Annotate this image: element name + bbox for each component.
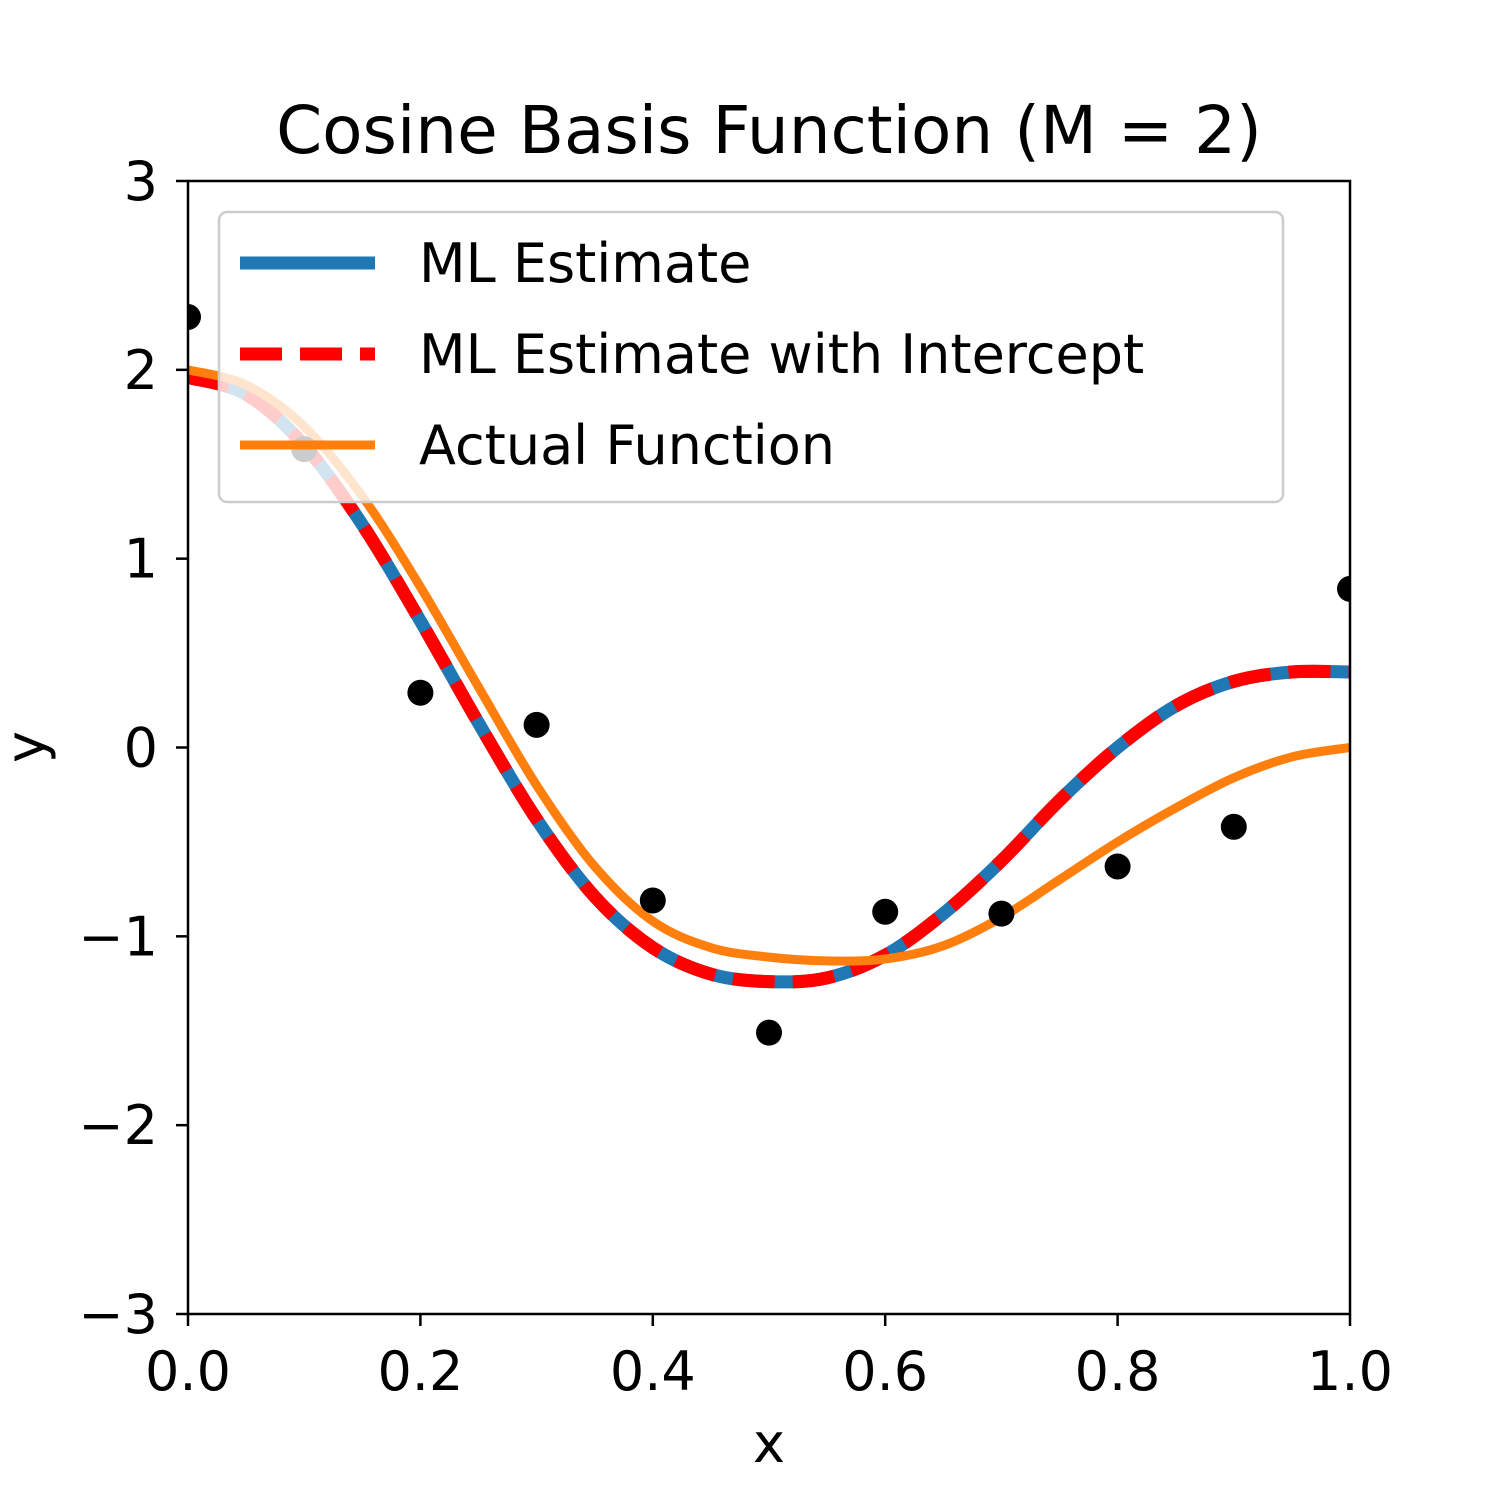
data-point xyxy=(188,303,201,330)
data-point xyxy=(639,887,666,914)
data-point xyxy=(1220,813,1247,840)
plot-area xyxy=(188,303,1350,1046)
ticks: 0.0 0.2 0.4 0.6 0.8 1.0 −3 −2 −1 0 1 2 3 xyxy=(78,150,1393,1403)
data-point xyxy=(1104,853,1131,880)
series-line-intercept xyxy=(188,371,1350,989)
legend-label-intercept: ML Estimate with Intercept xyxy=(419,323,1144,386)
legend: ML Estimate ML Estimate with Intercept Act… xyxy=(217,210,1285,504)
x-tick-label: 0.6 xyxy=(842,1340,928,1403)
data-point xyxy=(872,898,899,925)
x-axis-title: x xyxy=(753,1412,785,1475)
series-line-actual xyxy=(188,365,1350,966)
data-point xyxy=(407,679,434,706)
y-tick-label: −3 xyxy=(78,1283,158,1346)
x-tick-label: 0.4 xyxy=(610,1340,696,1403)
chart-title: Cosine Basis Function (M = 2) xyxy=(276,92,1262,169)
x-tick-label: 0.8 xyxy=(1075,1340,1161,1403)
y-tick-label: 1 xyxy=(124,528,158,591)
data-point xyxy=(756,1019,782,1046)
legend-label-actual: Actual Function xyxy=(419,414,835,477)
y-tick-label: 3 xyxy=(124,150,158,213)
y-tick-label: −2 xyxy=(78,1094,158,1157)
y-tick-label: 2 xyxy=(124,339,158,402)
y-tick-label: 0 xyxy=(124,717,158,780)
data-point xyxy=(988,900,1015,927)
x-tick-label: 1.0 xyxy=(1307,1340,1393,1403)
x-tick-label: 0.0 xyxy=(145,1340,231,1403)
x-tick-label: 0.2 xyxy=(377,1340,463,1403)
legend-box xyxy=(217,210,1285,504)
data-point xyxy=(1337,575,1350,602)
y-axis-title: y xyxy=(0,731,57,763)
y-tick-label: −1 xyxy=(78,905,158,968)
data-point xyxy=(523,711,550,738)
legend-label-ml: ML Estimate xyxy=(419,232,751,295)
